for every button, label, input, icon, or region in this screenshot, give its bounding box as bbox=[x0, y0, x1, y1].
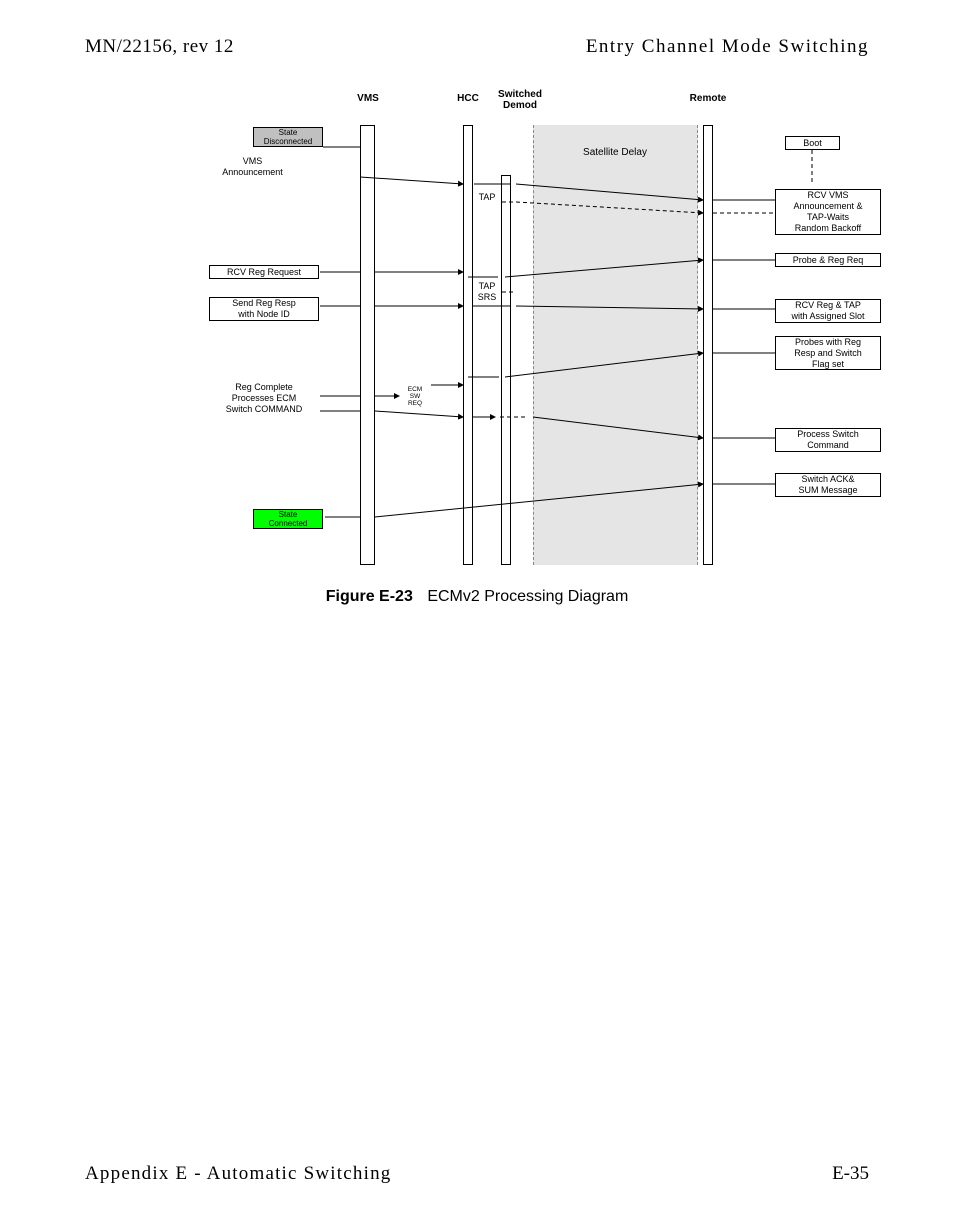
appendix-label: Appendix E - Automatic Switching bbox=[85, 1163, 391, 1185]
rcv-reg-request: RCV Reg Request bbox=[209, 265, 319, 279]
rcv-reg-tap: RCV Reg & TAPwith Assigned Slot bbox=[775, 299, 881, 323]
sequence-diagram: VMS HCC SwitchedDemod Remote Satellite D… bbox=[205, 85, 887, 570]
probe-reg-req: Probe & Reg Req bbox=[775, 253, 881, 267]
tap-label-2: TAP bbox=[474, 281, 500, 292]
process-switch-cmd: Process SwitchCommand bbox=[775, 428, 881, 452]
figure-title: ECMv2 Processing Diagram bbox=[427, 588, 628, 605]
section-title: Entry Channel Mode Switching bbox=[586, 36, 869, 58]
ecm-sw-req: ECMSWREQ bbox=[400, 384, 430, 408]
col-demod: SwitchedDemod bbox=[485, 89, 555, 111]
satellite-delay-zone bbox=[533, 125, 698, 565]
lifeline-demod bbox=[501, 175, 511, 565]
probes-switch-flag: Probes with RegResp and SwitchFlag set bbox=[775, 336, 881, 370]
boot: Boot bbox=[785, 136, 840, 150]
lifeline-vms bbox=[360, 125, 375, 565]
col-vms: VMS bbox=[343, 93, 393, 104]
col-remote: Remote bbox=[683, 93, 733, 104]
send-reg-resp: Send Reg Respwith Node ID bbox=[209, 297, 319, 321]
tap-label-1: TAP bbox=[474, 191, 500, 203]
state-connected: StateConnected bbox=[253, 509, 323, 529]
lifeline-remote bbox=[703, 125, 713, 565]
switch-ack-sum: Switch ACK&SUM Message bbox=[775, 473, 881, 497]
vms-announcement: VMSAnnouncement bbox=[195, 155, 310, 179]
page-number: E-35 bbox=[832, 1163, 869, 1185]
rcv-vms-ann: RCV VMSAnnouncement &TAP-WaitsRandom Bac… bbox=[775, 189, 881, 235]
satellite-delay-label: Satellite Delay bbox=[555, 147, 675, 158]
figure-number: Figure E-23 bbox=[326, 588, 413, 605]
doc-id: MN/22156, rev 12 bbox=[85, 36, 234, 58]
srs-label: SRS bbox=[474, 292, 500, 303]
state-disconnected: StateDisconnected bbox=[253, 127, 323, 147]
reg-complete: Reg CompleteProcesses ECMSwitch COMMAND bbox=[209, 380, 319, 416]
figure-caption: Figure E-23 ECMv2 Processing Diagram bbox=[0, 588, 954, 606]
lifeline-hcc bbox=[463, 125, 473, 565]
